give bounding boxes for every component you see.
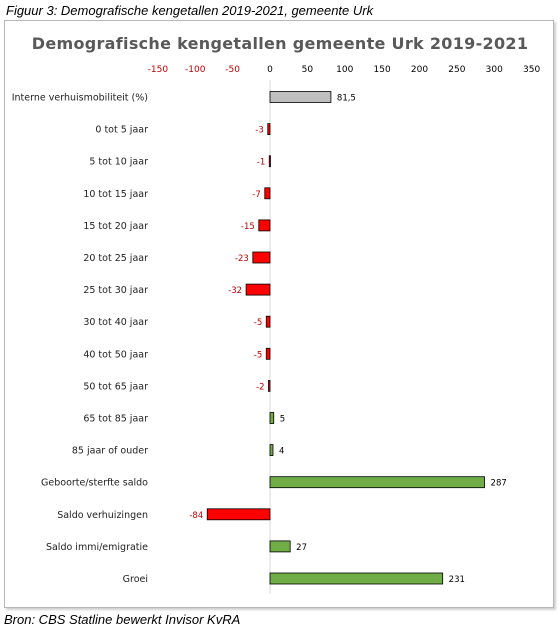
- data-label: -7: [252, 190, 260, 200]
- category-label: 30 tot 40 jaar: [83, 317, 148, 328]
- figure-caption: Figuur 3: Demografische kengetallen 2019…: [6, 3, 374, 18]
- data-label: -5: [254, 350, 262, 360]
- bar: [269, 540, 291, 553]
- data-label: -32: [228, 286, 242, 296]
- bar: [269, 412, 275, 424]
- bar: [268, 155, 271, 168]
- category-label: 10 tot 15 jaar: [83, 189, 148, 200]
- category-label: Geboorte/sterfte saldo: [41, 478, 148, 489]
- x-tick-label: -50: [225, 65, 240, 75]
- data-label: -3: [255, 126, 263, 136]
- category-label: 40 tot 50 jaar: [83, 349, 148, 360]
- category-label: Saldo verhuizingen: [57, 510, 148, 521]
- bar: [269, 476, 485, 489]
- data-label: 27: [296, 543, 307, 553]
- data-label: 231: [449, 575, 465, 585]
- x-tick-label: 0: [267, 65, 273, 75]
- bar: [269, 91, 332, 103]
- bar: [265, 347, 271, 360]
- category-label: Saldo immi/emigratie: [46, 542, 148, 553]
- data-label: -1: [257, 158, 265, 168]
- category-label: 50 tot 65 jaar: [83, 381, 148, 392]
- x-tick-label: 150: [374, 65, 391, 75]
- x-tick-label: -150: [148, 65, 169, 75]
- data-label: 4: [279, 447, 284, 457]
- data-label: -15: [241, 222, 255, 232]
- bar: [269, 572, 444, 585]
- bar: [269, 444, 274, 457]
- x-tick-label: 250: [448, 65, 465, 75]
- chart-frame: [4, 20, 554, 608]
- x-tick-label: 50: [302, 65, 314, 75]
- figure-source: Bron: CBS Statline bewerkt Invisor KvRA: [4, 612, 241, 627]
- bar: [206, 508, 271, 521]
- category-label: Interne verhuismobiliteit (%): [12, 93, 148, 104]
- category-label: 5 tot 10 jaar: [89, 157, 148, 168]
- bar: [258, 219, 271, 232]
- x-tick-label: 200: [411, 65, 428, 75]
- x-tick-label: -100: [185, 65, 206, 75]
- bar: [268, 379, 271, 392]
- data-label: -5: [254, 318, 262, 328]
- category-label: 0 tot 5 jaar: [95, 125, 148, 136]
- category-label: 25 tot 30 jaar: [83, 285, 148, 296]
- category-label: 20 tot 25 jaar: [83, 253, 148, 264]
- data-label: 5: [280, 415, 285, 425]
- x-tick-label: 100: [336, 65, 353, 75]
- x-tick-label: 300: [486, 65, 503, 75]
- data-label: 81,5: [337, 94, 356, 104]
- data-label: 287: [491, 479, 507, 489]
- x-tick-label: 350: [523, 65, 540, 75]
- category-label: 85 jaar of ouder: [72, 446, 148, 457]
- category-label: 15 tot 20 jaar: [83, 221, 148, 232]
- data-label: -84: [189, 511, 203, 521]
- bar: [252, 251, 271, 264]
- category-label: 65 tot 85 jaar: [83, 414, 148, 425]
- data-label: -2: [256, 382, 264, 392]
- bar: [265, 315, 271, 328]
- bar: [245, 283, 271, 296]
- bar: [267, 123, 271, 135]
- category-label: Groei: [123, 574, 148, 585]
- bar: [264, 187, 271, 200]
- chart-title: Demografische kengetallen gemeente Urk 2…: [31, 34, 529, 53]
- data-label: -23: [235, 254, 249, 264]
